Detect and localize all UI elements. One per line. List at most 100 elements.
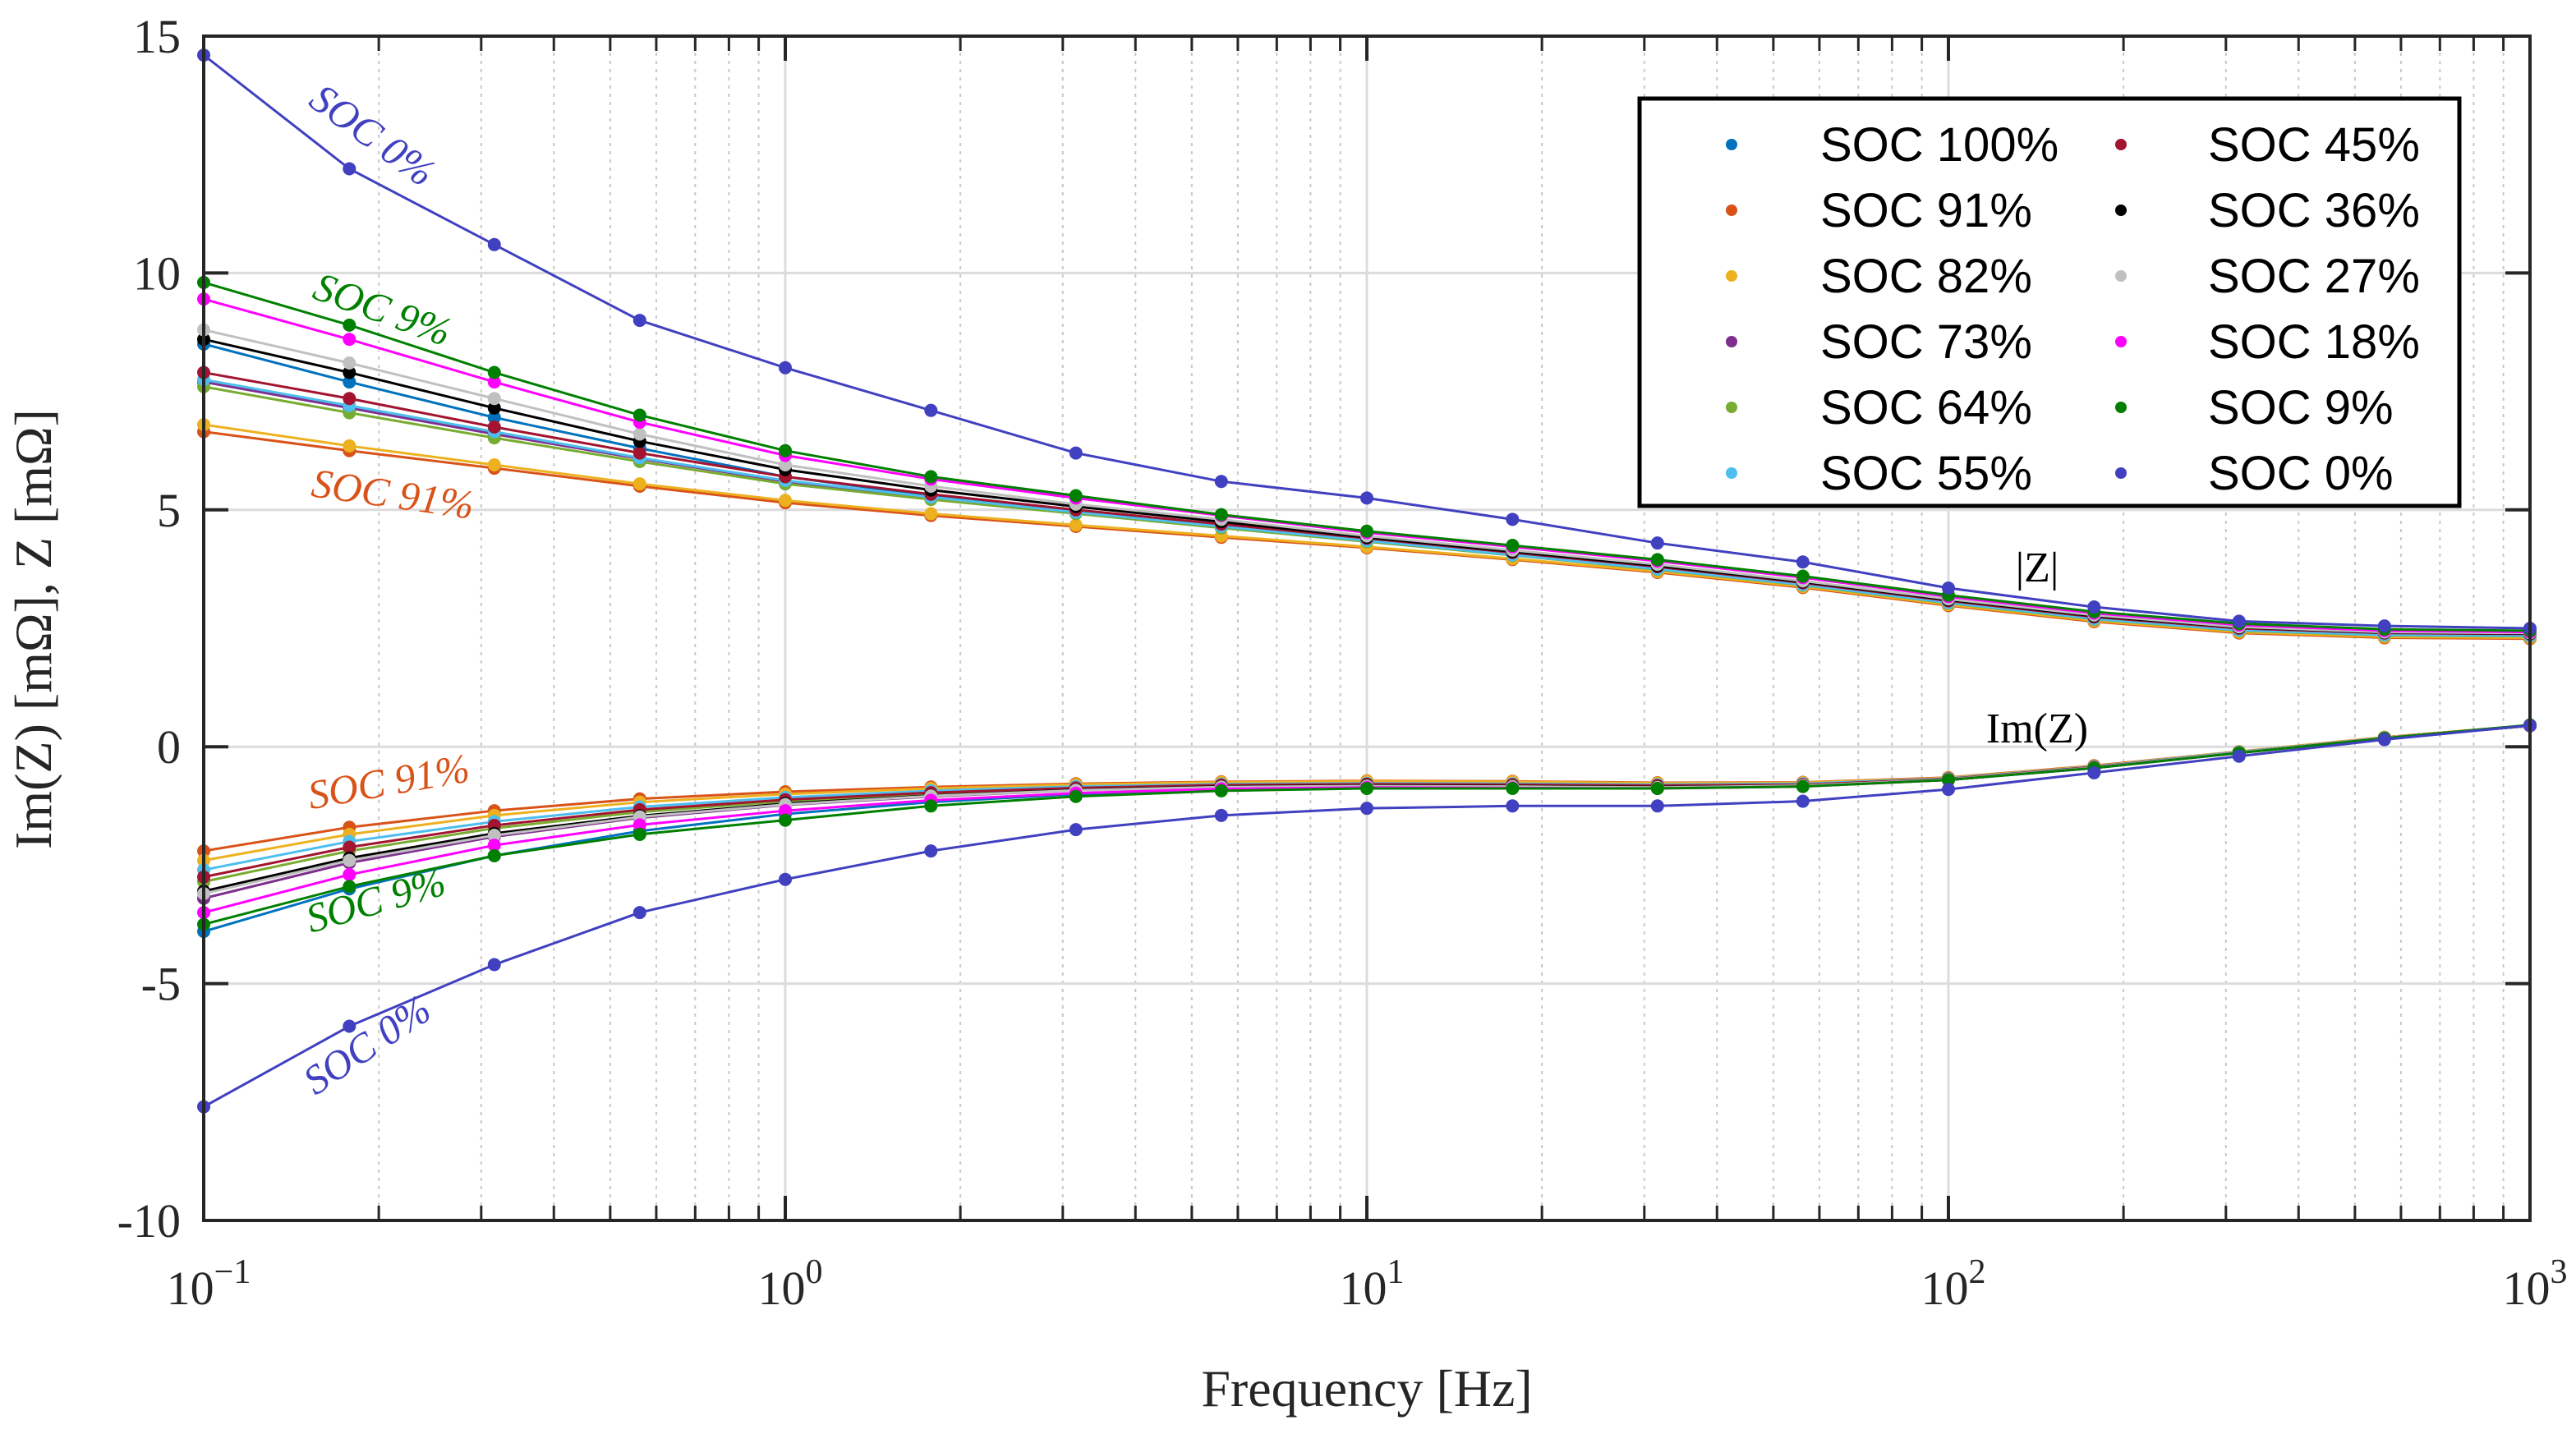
x-tick-label: 102 [1921, 1253, 1986, 1315]
im-z-point [779, 813, 792, 827]
y-axis-label: Im(Z) [mΩ], Z [mΩ] [4, 409, 62, 849]
abs-z-point [1650, 553, 1664, 567]
abs-z-point [343, 356, 356, 370]
legend-marker [1726, 467, 1737, 479]
legend-marker [2115, 139, 2127, 150]
abs-z-point [487, 365, 501, 379]
abs-z-point [487, 375, 501, 389]
im-z-point [343, 853, 356, 867]
annotation-bottom-soc9: SOC 9% [301, 858, 450, 942]
x-tick-label: 10−1 [167, 1253, 251, 1315]
im-z-point [924, 799, 938, 813]
abs-z-point [1069, 518, 1083, 532]
abs-z-point [1360, 491, 1373, 505]
legend-marker [2115, 402, 2127, 413]
abs-z-point [632, 427, 646, 441]
legend-label: SOC 9% [2208, 381, 2394, 434]
legend-label: SOC 27% [2208, 250, 2420, 303]
abs-z-point [343, 392, 356, 406]
abs-z-point [1506, 512, 1520, 526]
im-z-point [632, 827, 646, 841]
abs-z-point [343, 439, 356, 453]
abs-z-point [1360, 524, 1373, 538]
abs-z-point [632, 314, 646, 328]
abs-z-point [1214, 508, 1228, 522]
y-tick-label: -10 [117, 1194, 181, 1248]
y-tick-label: 15 [133, 10, 181, 63]
legend-label: SOC 55% [1820, 447, 2032, 500]
x-axis-label: Frequency [Hz] [1201, 1359, 1532, 1418]
im-z-point [1360, 781, 1373, 795]
im-z-point [1214, 784, 1228, 797]
abs-z-point [2377, 619, 2391, 633]
axis-ticks: 10−1 100 101 102 103 -10 -5 0 5 10 15 [117, 10, 2568, 1315]
abs-z-point [2232, 614, 2246, 628]
annotation-top-soc9: SOC 9% [308, 263, 458, 355]
abs-z-point [343, 162, 356, 176]
legend-box [1637, 96, 2462, 508]
legend-marker [2115, 336, 2127, 347]
im-z-point [1796, 794, 1810, 808]
annotation-imz: Im(Z) [1986, 706, 2088, 752]
im-z-point [343, 840, 356, 854]
abs-z-point [632, 446, 646, 460]
im-z-point [2232, 749, 2246, 763]
legend-label: SOC 64% [1820, 381, 2032, 434]
legend-marker [1726, 402, 1737, 413]
abs-z-point [487, 237, 501, 251]
im-z-point [1069, 789, 1083, 803]
abs-z-point [1942, 581, 1955, 595]
im-z-point [487, 848, 501, 862]
im-z-point [1796, 779, 1810, 793]
im-z-point [779, 872, 792, 886]
im-z-point [487, 839, 501, 853]
abs-z-point [1069, 446, 1083, 460]
data-curves [197, 48, 2537, 1114]
abs-z-point [924, 507, 938, 521]
abs-z-point [343, 333, 356, 347]
im-z-point [1214, 808, 1228, 822]
legend-label: SOC 82% [1820, 250, 2032, 303]
im-z-point [1506, 781, 1520, 795]
legend-label: SOC 0% [2208, 447, 2394, 500]
im-z-point [343, 1019, 356, 1033]
legend-marker [2115, 467, 2127, 479]
annotation-absz: |Z| [2016, 545, 2059, 591]
abs-z-point [779, 444, 792, 457]
legend-marker [1726, 270, 1737, 282]
abs-z-point [632, 408, 646, 422]
legend-marker [2115, 205, 2127, 216]
abs-z-point [2087, 600, 2101, 614]
abs-z-point [1796, 569, 1810, 583]
abs-z-point [343, 318, 356, 332]
legend-marker [1726, 205, 1737, 216]
annotation-top-soc0: SOC 0% [301, 75, 444, 195]
legend-label: SOC 45% [2208, 118, 2420, 172]
im-z-point [1360, 802, 1373, 816]
abs-z-point [487, 420, 501, 434]
im-z-point [343, 867, 356, 881]
legend-label: SOC 36% [2208, 184, 2420, 237]
legend-label: SOC 73% [1820, 315, 2032, 369]
annotation-top-soc91: SOC 91% [309, 460, 476, 528]
im-z-point [632, 818, 646, 832]
grid [202, 36, 2530, 1220]
abs-z-point [487, 392, 501, 406]
im-z-point [2377, 733, 2391, 747]
im-z-point [1506, 799, 1520, 813]
legend-marker [1726, 336, 1737, 347]
legend-label: SOC 18% [2208, 315, 2420, 369]
x-tick-label: 100 [758, 1253, 823, 1315]
im-z-point [487, 958, 501, 972]
im-z-point [1069, 823, 1083, 837]
legend-marker [1726, 139, 1737, 150]
abs-z-point [343, 365, 356, 379]
im-z-point [1942, 773, 1955, 787]
legend-label: SOC 91% [1820, 184, 2032, 237]
y-tick-label: 5 [157, 484, 181, 537]
x-tick-label: 101 [1340, 1253, 1405, 1315]
im-z-point [487, 829, 501, 843]
abs-z-point [924, 403, 938, 417]
annotation-bottom-soc91: SOC 91% [304, 744, 472, 818]
